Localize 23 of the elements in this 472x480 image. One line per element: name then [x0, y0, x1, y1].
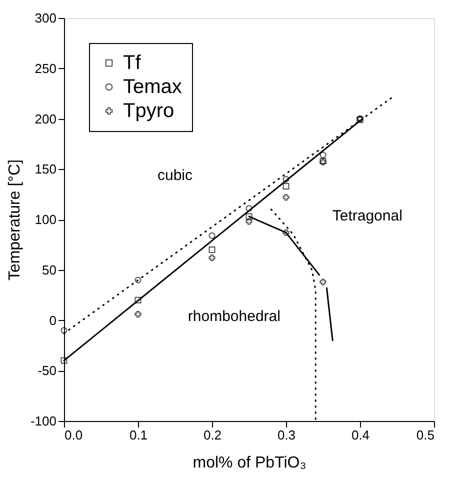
x-tick-label: 0.0	[64, 428, 83, 442]
y-tick-label: 100	[34, 212, 56, 227]
y-tick-label: 250	[34, 60, 56, 76]
legend-label: Temax	[123, 76, 182, 98]
y-tick-label: 150	[34, 162, 56, 177]
y-tick-label: 0	[49, 312, 56, 328]
y-tick-label: -100	[30, 414, 56, 428]
legend-label: Tpyro	[123, 100, 174, 122]
annotation: cubic	[157, 167, 193, 184]
x-tick-label: 0.3	[277, 428, 296, 442]
y-tick-label: -50	[38, 363, 56, 378]
annotation: Tetragonal	[332, 207, 402, 224]
y-tick-label: 200	[34, 111, 56, 126]
x-tick-label: 0.2	[203, 428, 222, 442]
x-axis-title: mol% of PbTiO₃	[192, 454, 306, 472]
y-tick-label: 50	[42, 262, 56, 278]
annotation: rhombohedral	[188, 308, 280, 326]
x-tick-label: 0.5	[416, 428, 434, 442]
x-tick-label: 0.4	[351, 428, 370, 442]
x-tick-label: 0.1	[129, 428, 148, 442]
y-tick-label: 300	[34, 10, 56, 26]
y-axis-title: Temperature [°C]	[6, 159, 24, 281]
legend-label: Tf	[123, 52, 142, 74]
